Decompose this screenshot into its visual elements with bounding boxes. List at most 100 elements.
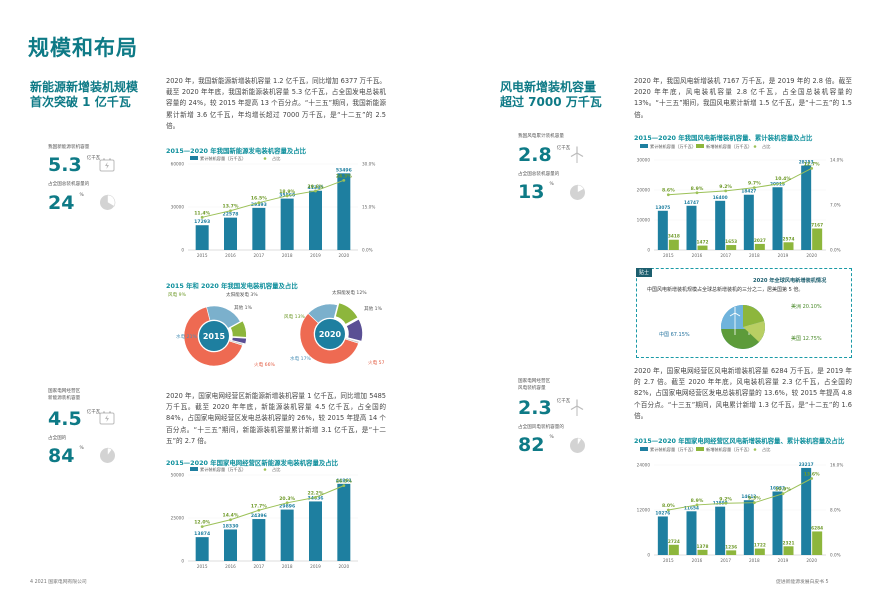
share-point [200, 215, 204, 219]
bar [783, 242, 794, 250]
stat-label-line: 国家电网经营区 [518, 379, 551, 384]
stat-block: 84 % [48, 446, 84, 466]
legend-label: 占比 [762, 446, 770, 453]
page-footer-right: 促进新能源发展白皮书 5 [776, 580, 829, 585]
share-label: 18.9% [279, 189, 295, 195]
bar-value-label: 1722 [754, 543, 766, 549]
share-label: 11.4% [194, 210, 210, 216]
section-paragraph: 2020 年，我国风电新增装机 7167 万千瓦，是 2019 年的 2.8 倍… [634, 77, 852, 119]
pie-center [315, 319, 345, 349]
info-tag: 贴士 [636, 268, 653, 277]
legend-label: 占比 [272, 466, 280, 473]
stat-label: 占全国的 [48, 436, 67, 441]
x-tick-label: 2017 [253, 564, 264, 569]
bar [726, 245, 737, 250]
pie-chart-icon [100, 194, 116, 210]
stat-value: 2.3 [518, 397, 552, 419]
bar [337, 173, 351, 250]
share-point [695, 191, 699, 195]
bar [743, 194, 754, 250]
bar [754, 243, 765, 250]
share-point [752, 186, 756, 190]
chart-title: 2015—2020 年国家电网经营区风电新增装机容量、累计装机容量及占比 [634, 437, 845, 445]
x-tick-label: 2019 [310, 253, 321, 258]
share-label: 8.9% [691, 498, 704, 504]
info-text: 中国风电新增装机规模占全球总新增装机的三分之二，居美国第 5 倍。 [647, 287, 804, 293]
info-label-americas: 美洲 20.10% [791, 304, 822, 310]
bar [812, 228, 823, 250]
stat-block: 5.3 亿千瓦 [48, 155, 100, 175]
bar [686, 511, 697, 555]
info-pie-usa [743, 321, 766, 342]
heading-line-2: 首次突破 1 亿千瓦 [30, 95, 131, 109]
share-label: 8.6% [662, 188, 675, 194]
share-label: 20.3% [279, 496, 295, 502]
stat-label: 国家电网经营区 风电装机容量 [518, 379, 550, 392]
bar [772, 491, 783, 555]
stat-label: 占全国总装机容量的 [518, 172, 560, 177]
y-tick-label: 25000 [171, 516, 185, 521]
bar [252, 207, 266, 250]
bar-value-label: 10276 [655, 510, 670, 516]
stat-block: 13 % [518, 182, 554, 202]
share-label: 24.3% [336, 173, 352, 179]
bar-value-label: 18330 [223, 523, 239, 529]
pie-label: 火电 57% [368, 359, 384, 366]
bar-value-label: 14747 [684, 200, 699, 206]
stat-label-line: 国家电网经营区 [48, 389, 81, 394]
stat-unit: % [549, 435, 554, 440]
share-point [810, 166, 814, 170]
pie-slice [228, 339, 244, 346]
share-line [202, 179, 345, 218]
heading-line-2: 超过 7000 万千瓦 [500, 95, 602, 109]
x-tick-label: 2019 [310, 564, 321, 569]
pie-center-label: 2015 [203, 332, 226, 341]
bar [280, 198, 294, 250]
share-line [202, 485, 345, 528]
bar-value-label: 17293 [194, 219, 210, 225]
section-paragraph: 2020 年，国家电网经营区新能源新增装机容量 1 亿千瓦，同比增加 5485 … [166, 392, 386, 445]
stat-value: 4.5 [48, 408, 82, 430]
y2-tick-label: 30.0% [362, 162, 375, 167]
bar [309, 190, 322, 250]
pie-label: 风电 9% [168, 291, 187, 298]
share-label: 12.7% [804, 161, 820, 167]
pie-label: 水电 17% [290, 355, 311, 362]
page-title: 规模和布局 [28, 36, 138, 60]
x-tick-label: 2019 [778, 253, 789, 258]
share-point [314, 189, 317, 193]
pie-slice [230, 320, 247, 338]
chart-title: 2015—2020 年国家电网经营区新能源发电装机容量及占比 [166, 459, 338, 467]
chart-wind-capacity: 累计装机容量（万千瓦） 新增装机容量（万千瓦） 占比 0 10000 20000 30000… [637, 143, 844, 258]
bar-value-label: 18427 [741, 189, 756, 195]
x-tick-label: 2020 [338, 253, 349, 258]
share-label: 9.3% [748, 496, 761, 502]
stat-block: 4.5 亿千瓦 [48, 409, 100, 429]
legend-swatch [190, 156, 198, 160]
pie-label: 风电 13% [284, 313, 305, 320]
share-point [724, 189, 728, 193]
share-point [752, 501, 756, 505]
x-tick-label: 2020 [806, 253, 817, 258]
stat-value: 2.8 [518, 144, 552, 166]
legend-label: 新增装机容量（万千瓦） [706, 143, 752, 150]
share-point [342, 178, 346, 182]
y-tick-label: 30000 [171, 205, 185, 210]
bar-value-label: 2321 [783, 540, 795, 546]
legend-swatch [190, 467, 198, 471]
x-tick-label: 2017 [720, 558, 731, 563]
stat-unit: 亿千瓦 [86, 156, 101, 161]
stat-label-line: 风电装机容量 [518, 385, 546, 391]
bar [668, 239, 679, 250]
share-label: 22.2% [308, 490, 324, 496]
bar [195, 225, 209, 250]
x-tick-label: 2017 [253, 253, 264, 258]
x-tick-label: 2017 [720, 253, 731, 258]
pie-label: 太阳能发电 12% [332, 289, 367, 296]
stat-block: 2.8 亿千瓦 [518, 145, 570, 165]
y-tick-label: 30000 [637, 158, 651, 163]
bar [772, 187, 783, 250]
bar-value-label: 1472 [697, 240, 709, 246]
bar-value-label: 2027 [754, 238, 766, 244]
stat-block: 24 % [48, 193, 84, 213]
